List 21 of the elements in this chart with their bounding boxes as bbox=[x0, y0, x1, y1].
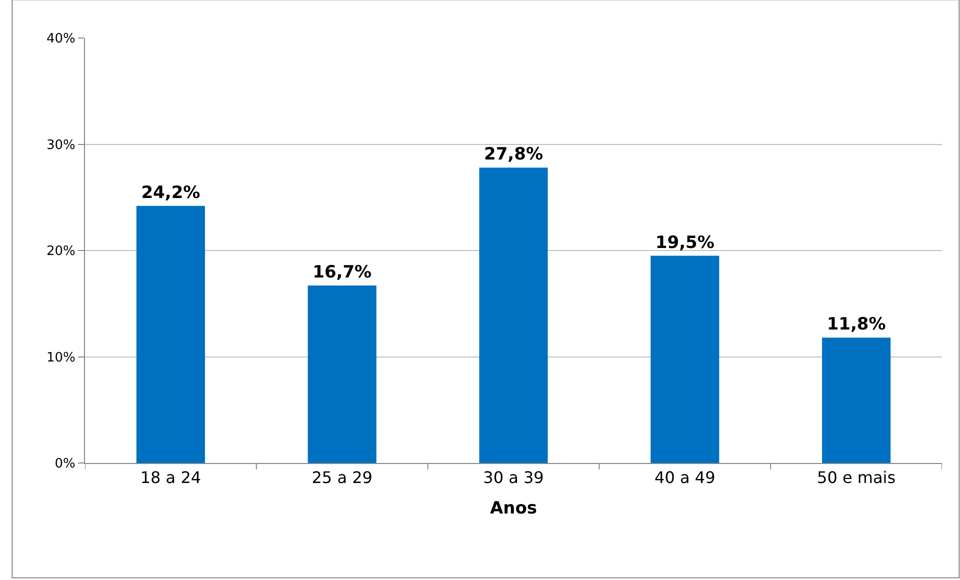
bar bbox=[479, 168, 548, 463]
y-tick-label: 40% bbox=[46, 32, 76, 47]
x-tick-label: 25 a 29 bbox=[312, 468, 372, 488]
bar bbox=[822, 338, 891, 463]
data-label: 19,5% bbox=[655, 232, 714, 253]
x-tick-label: 40 a 49 bbox=[654, 468, 716, 488]
data-label: 24,2% bbox=[141, 182, 200, 203]
x-axis-title: Anos bbox=[490, 498, 538, 519]
x-tick-label: 50 e mais bbox=[817, 468, 896, 488]
x-tick-label: 18 a 24 bbox=[140, 468, 202, 488]
y-tick-label: 10% bbox=[46, 350, 76, 366]
bar bbox=[650, 256, 720, 463]
y-tick-label: 30% bbox=[46, 138, 76, 153]
data-label: 27,8% bbox=[484, 144, 543, 165]
data-label: 16,7% bbox=[312, 262, 372, 283]
y-tick-label: 20% bbox=[46, 244, 76, 260]
y-tick-label: 0% bbox=[54, 456, 76, 472]
bar bbox=[136, 206, 205, 463]
x-tick-label: 30 a 39 bbox=[483, 468, 544, 488]
bar bbox=[308, 286, 376, 463]
data-label: 11,8% bbox=[826, 314, 886, 335]
